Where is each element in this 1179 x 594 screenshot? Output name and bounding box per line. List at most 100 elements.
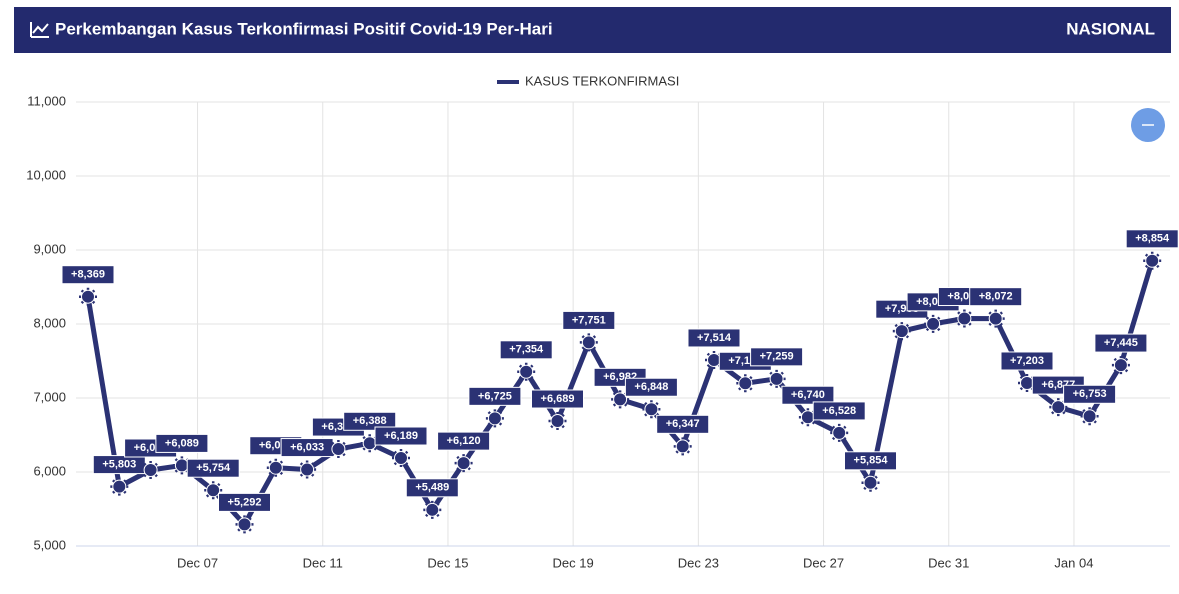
marker (394, 451, 408, 466)
marker (988, 311, 1003, 326)
marker (550, 414, 565, 429)
x-tick-label: Dec 15 (427, 555, 468, 570)
marker (81, 289, 95, 304)
data-label: +8,072 (979, 291, 1013, 303)
data-label: +5,489 (415, 482, 449, 494)
marker (425, 502, 440, 517)
data-label: +6,740 (791, 389, 825, 401)
data-label-box (374, 426, 428, 446)
header-title: Perkembangan Kasus Terkonfirmasi Positif… (55, 19, 553, 38)
data-label-box (969, 287, 1023, 307)
data-label-box (781, 385, 835, 405)
data-label: +7,445 (1104, 337, 1138, 349)
legend-swatch (497, 80, 519, 84)
data-label: +6,120 (447, 435, 481, 447)
data-label: +5,754 (196, 462, 231, 474)
data-label-box (218, 492, 271, 512)
data-label-box (437, 431, 491, 451)
marker (174, 458, 189, 473)
marker (832, 425, 847, 440)
marker (362, 436, 377, 451)
data-label: +6,689 (541, 393, 575, 405)
data-label: +6,848 (634, 381, 668, 393)
legend-label: KASUS TERKONFIRMASI (525, 73, 679, 88)
marker (143, 463, 158, 478)
marker (581, 335, 596, 350)
x-tick-label: Dec 23 (678, 555, 719, 570)
data-label: +6,528 (822, 405, 856, 417)
marker (613, 392, 628, 407)
data-label-box (812, 401, 866, 421)
data-label: +6,725 (478, 390, 512, 402)
data-label-box (1094, 333, 1148, 353)
data-label-box (624, 377, 678, 397)
marker (1051, 400, 1066, 415)
x-tick-label: Dec 07 (177, 555, 218, 570)
data-label-box (468, 386, 522, 406)
data-label-box (186, 458, 240, 478)
data-label: +5,803 (102, 458, 136, 470)
data-label: +6,033 (290, 441, 324, 453)
marker (863, 475, 878, 490)
data-label: +8,854 (1135, 233, 1170, 245)
x-tick-label: Dec 11 (303, 555, 343, 570)
marker (1020, 375, 1034, 390)
marker (769, 371, 784, 386)
marker (331, 442, 346, 457)
y-tick-label: 5,000 (33, 537, 66, 552)
data-label: +6,753 (1073, 388, 1107, 400)
data-label-box (343, 411, 397, 431)
data-label-box (405, 478, 459, 498)
data-label: +7,203 (1010, 355, 1044, 367)
marker (268, 460, 283, 475)
data-label-box (1063, 384, 1117, 404)
x-tick-label: Dec 19 (553, 555, 594, 570)
data-label: +6,089 (165, 437, 199, 449)
data-label: +7,514 (697, 332, 732, 344)
x-tick-label: Jan 04 (1054, 555, 1093, 570)
data-label: +7,751 (572, 314, 606, 326)
data-label-box (656, 414, 710, 434)
data-label-box (531, 389, 584, 409)
data-label-box (1125, 229, 1179, 249)
marker (738, 376, 753, 391)
marker (456, 456, 471, 471)
marker (957, 311, 972, 326)
data-label-box (155, 433, 209, 453)
marker (206, 483, 221, 498)
data-label-box (687, 328, 741, 348)
data-label: +5,854 (854, 455, 889, 467)
y-tick-label: 7,000 (33, 389, 66, 404)
x-tick-label: Dec 31 (928, 555, 969, 570)
x-tick-label: Dec 27 (803, 555, 844, 570)
data-label-box (499, 340, 553, 360)
data-label: +6,347 (666, 418, 700, 430)
y-tick-label: 10,000 (26, 167, 66, 182)
header-icon (30, 22, 49, 38)
data-label: +6,189 (384, 430, 418, 442)
marker (1082, 409, 1097, 424)
marker (644, 402, 659, 417)
data-label: +7,259 (760, 351, 794, 363)
marker (707, 352, 721, 367)
header-badge: NASIONAL (1066, 19, 1155, 38)
y-tick-label: 6,000 (33, 463, 66, 478)
marker (800, 410, 815, 425)
marker (1113, 358, 1128, 373)
data-label-box (750, 347, 804, 367)
y-tick-label: 11,000 (27, 93, 66, 108)
data-label: +6,388 (353, 415, 387, 427)
marker (926, 316, 941, 331)
data-label: +8,369 (71, 269, 105, 281)
y-tick-label: 8,000 (33, 315, 66, 330)
marker (112, 479, 127, 494)
marker (300, 462, 315, 477)
marker (519, 364, 534, 379)
data-label-box (844, 451, 897, 471)
y-tick-label: 9,000 (33, 241, 66, 256)
data-label: +5,292 (228, 496, 262, 508)
marker (487, 411, 502, 426)
marker (1145, 253, 1160, 268)
